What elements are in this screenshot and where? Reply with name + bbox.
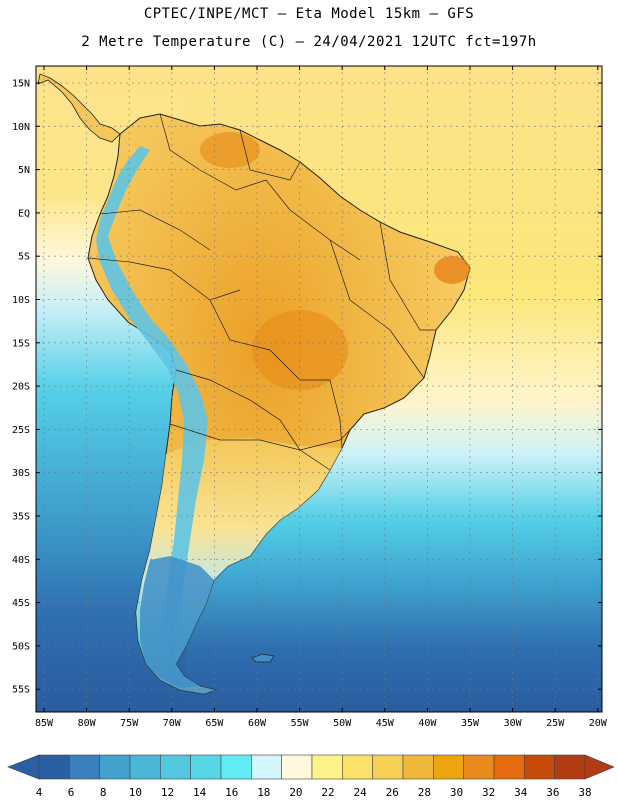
lon-label-25w: 25W: [546, 718, 565, 729]
colorbar-tick-28: 28: [418, 786, 431, 799]
colorbar-tick-26: 26: [386, 786, 399, 799]
lon-label-60w: 60W: [248, 718, 267, 729]
lon-label-85w: 85W: [35, 718, 54, 729]
lon-label-55w: 55W: [291, 718, 310, 729]
central-america-land: [37, 73, 121, 143]
colorbar-tick-6: 6: [68, 786, 75, 799]
colorbar-tick-4: 4: [36, 786, 43, 799]
colorbar-below-arrow: [7, 754, 40, 780]
colorbar-tick-16: 16: [225, 786, 238, 799]
lon-label-20w: 20W: [589, 718, 608, 729]
andes-cold-band: [96, 146, 208, 660]
colorbar-tick-14: 14: [193, 786, 207, 799]
colorbar-swatch-1: [69, 754, 100, 780]
colorbar-tick-10: 10: [129, 786, 142, 799]
colorbar-swatch-6: [220, 754, 252, 780]
lat-label-10s: 10S: [12, 295, 30, 306]
lon-label-30w: 30W: [504, 718, 523, 729]
latitude-labels: 15N 10N 5N EQ 5S 10S 15S 20S 25S 30S 35S 40S 45S 50S 5…: [12, 79, 30, 696]
falkland-islands: [251, 653, 275, 663]
colorbar-tick-34: 34: [514, 786, 528, 799]
colorbar-tick-12: 12: [161, 786, 174, 799]
colorbar-tick-18: 18: [257, 786, 270, 799]
colorbar-swatch-13: [433, 754, 464, 780]
colorbar-swatch-5: [190, 754, 222, 780]
lat-label-15n: 15N: [12, 79, 30, 90]
colorbar-swatch-16: [524, 754, 555, 780]
lon-label-65w: 65W: [205, 718, 224, 729]
colorbar-swatch-7: [251, 754, 282, 780]
colorbar-tick-38: 38: [578, 786, 591, 799]
colorbar-swatch-8: [281, 754, 313, 780]
colorbar-swatch-3: [129, 754, 161, 780]
lat-label-25s: 25S: [12, 425, 30, 436]
colorbar-swatch-10: [342, 754, 373, 780]
map-title-line1: CPTEC/INPE/MCT – Eta Model 15km – GFS: [143, 6, 475, 22]
colorbar-swatch-2: [99, 754, 131, 780]
lon-label-45w: 45W: [376, 718, 395, 729]
lat-label-5n: 5N: [18, 165, 30, 176]
colorbar-swatch-17: [554, 754, 586, 780]
colorbar-swatch-11: [372, 754, 404, 780]
lon-label-80w: 80W: [78, 718, 97, 729]
hot-core-northeast: [434, 256, 470, 284]
colorbar-tick-36: 36: [546, 786, 559, 799]
lat-label-45s: 45S: [12, 598, 30, 609]
country-borders: [87, 113, 436, 471]
lat-label-10n: 10N: [12, 122, 30, 133]
map-title-line2: 2 Metre Temperature (C) – 24/04/2021 12U…: [81, 34, 537, 50]
gridlines: [36, 66, 602, 712]
lat-label-40s: 40S: [12, 555, 30, 566]
colorbar-tick-20: 20: [289, 786, 302, 799]
lon-label-35w: 35W: [461, 718, 480, 729]
colorbar-tick-8: 8: [100, 786, 107, 799]
lat-label-eq: EQ: [18, 208, 30, 219]
hot-core-north: [200, 132, 260, 168]
colorbar-swatch-0: [38, 754, 70, 780]
lon-label-50w: 50W: [333, 718, 352, 729]
colorbar-swatch-9: [311, 754, 343, 780]
colorbar-tick-30: 30: [450, 786, 463, 799]
colorbar-swatch-14: [463, 754, 495, 780]
lat-label-50s: 50S: [12, 641, 30, 652]
lat-label-35s: 35S: [12, 512, 30, 523]
lon-label-70w: 70W: [163, 718, 182, 729]
colorbar-swatch-4: [160, 754, 191, 780]
colorbar-tick-22: 22: [321, 786, 334, 799]
colorbar-tick-24: 24: [354, 786, 368, 799]
lat-label-15s: 15S: [12, 338, 30, 349]
lon-label-40w: 40W: [418, 718, 437, 729]
colorbar-swatch-15: [493, 754, 525, 780]
colorbar-swatch-12: [402, 754, 434, 780]
lat-label-5s: 5S: [18, 252, 30, 263]
longitude-labels: 85W 80W 75W 70W 65W 60W 55W 50W 45W 40W 35W 30W 25W 2…: [35, 718, 608, 729]
lat-label-20s: 20S: [12, 382, 30, 393]
lon-label-75w: 75W: [120, 718, 139, 729]
map-frame: [35, 65, 603, 713]
patagonia-cold: [140, 556, 214, 688]
axis-ticks: [36, 66, 602, 712]
colorbar: 4 6 8 10 12 14 16 18 20 22 24 26 28 30 32 34 36 38: [7, 754, 615, 799]
colorbar-above-arrow: [584, 754, 615, 780]
lat-label-30s: 30S: [12, 468, 30, 479]
lat-label-55s: 55S: [12, 685, 30, 696]
colorbar-tick-32: 32: [482, 786, 495, 799]
